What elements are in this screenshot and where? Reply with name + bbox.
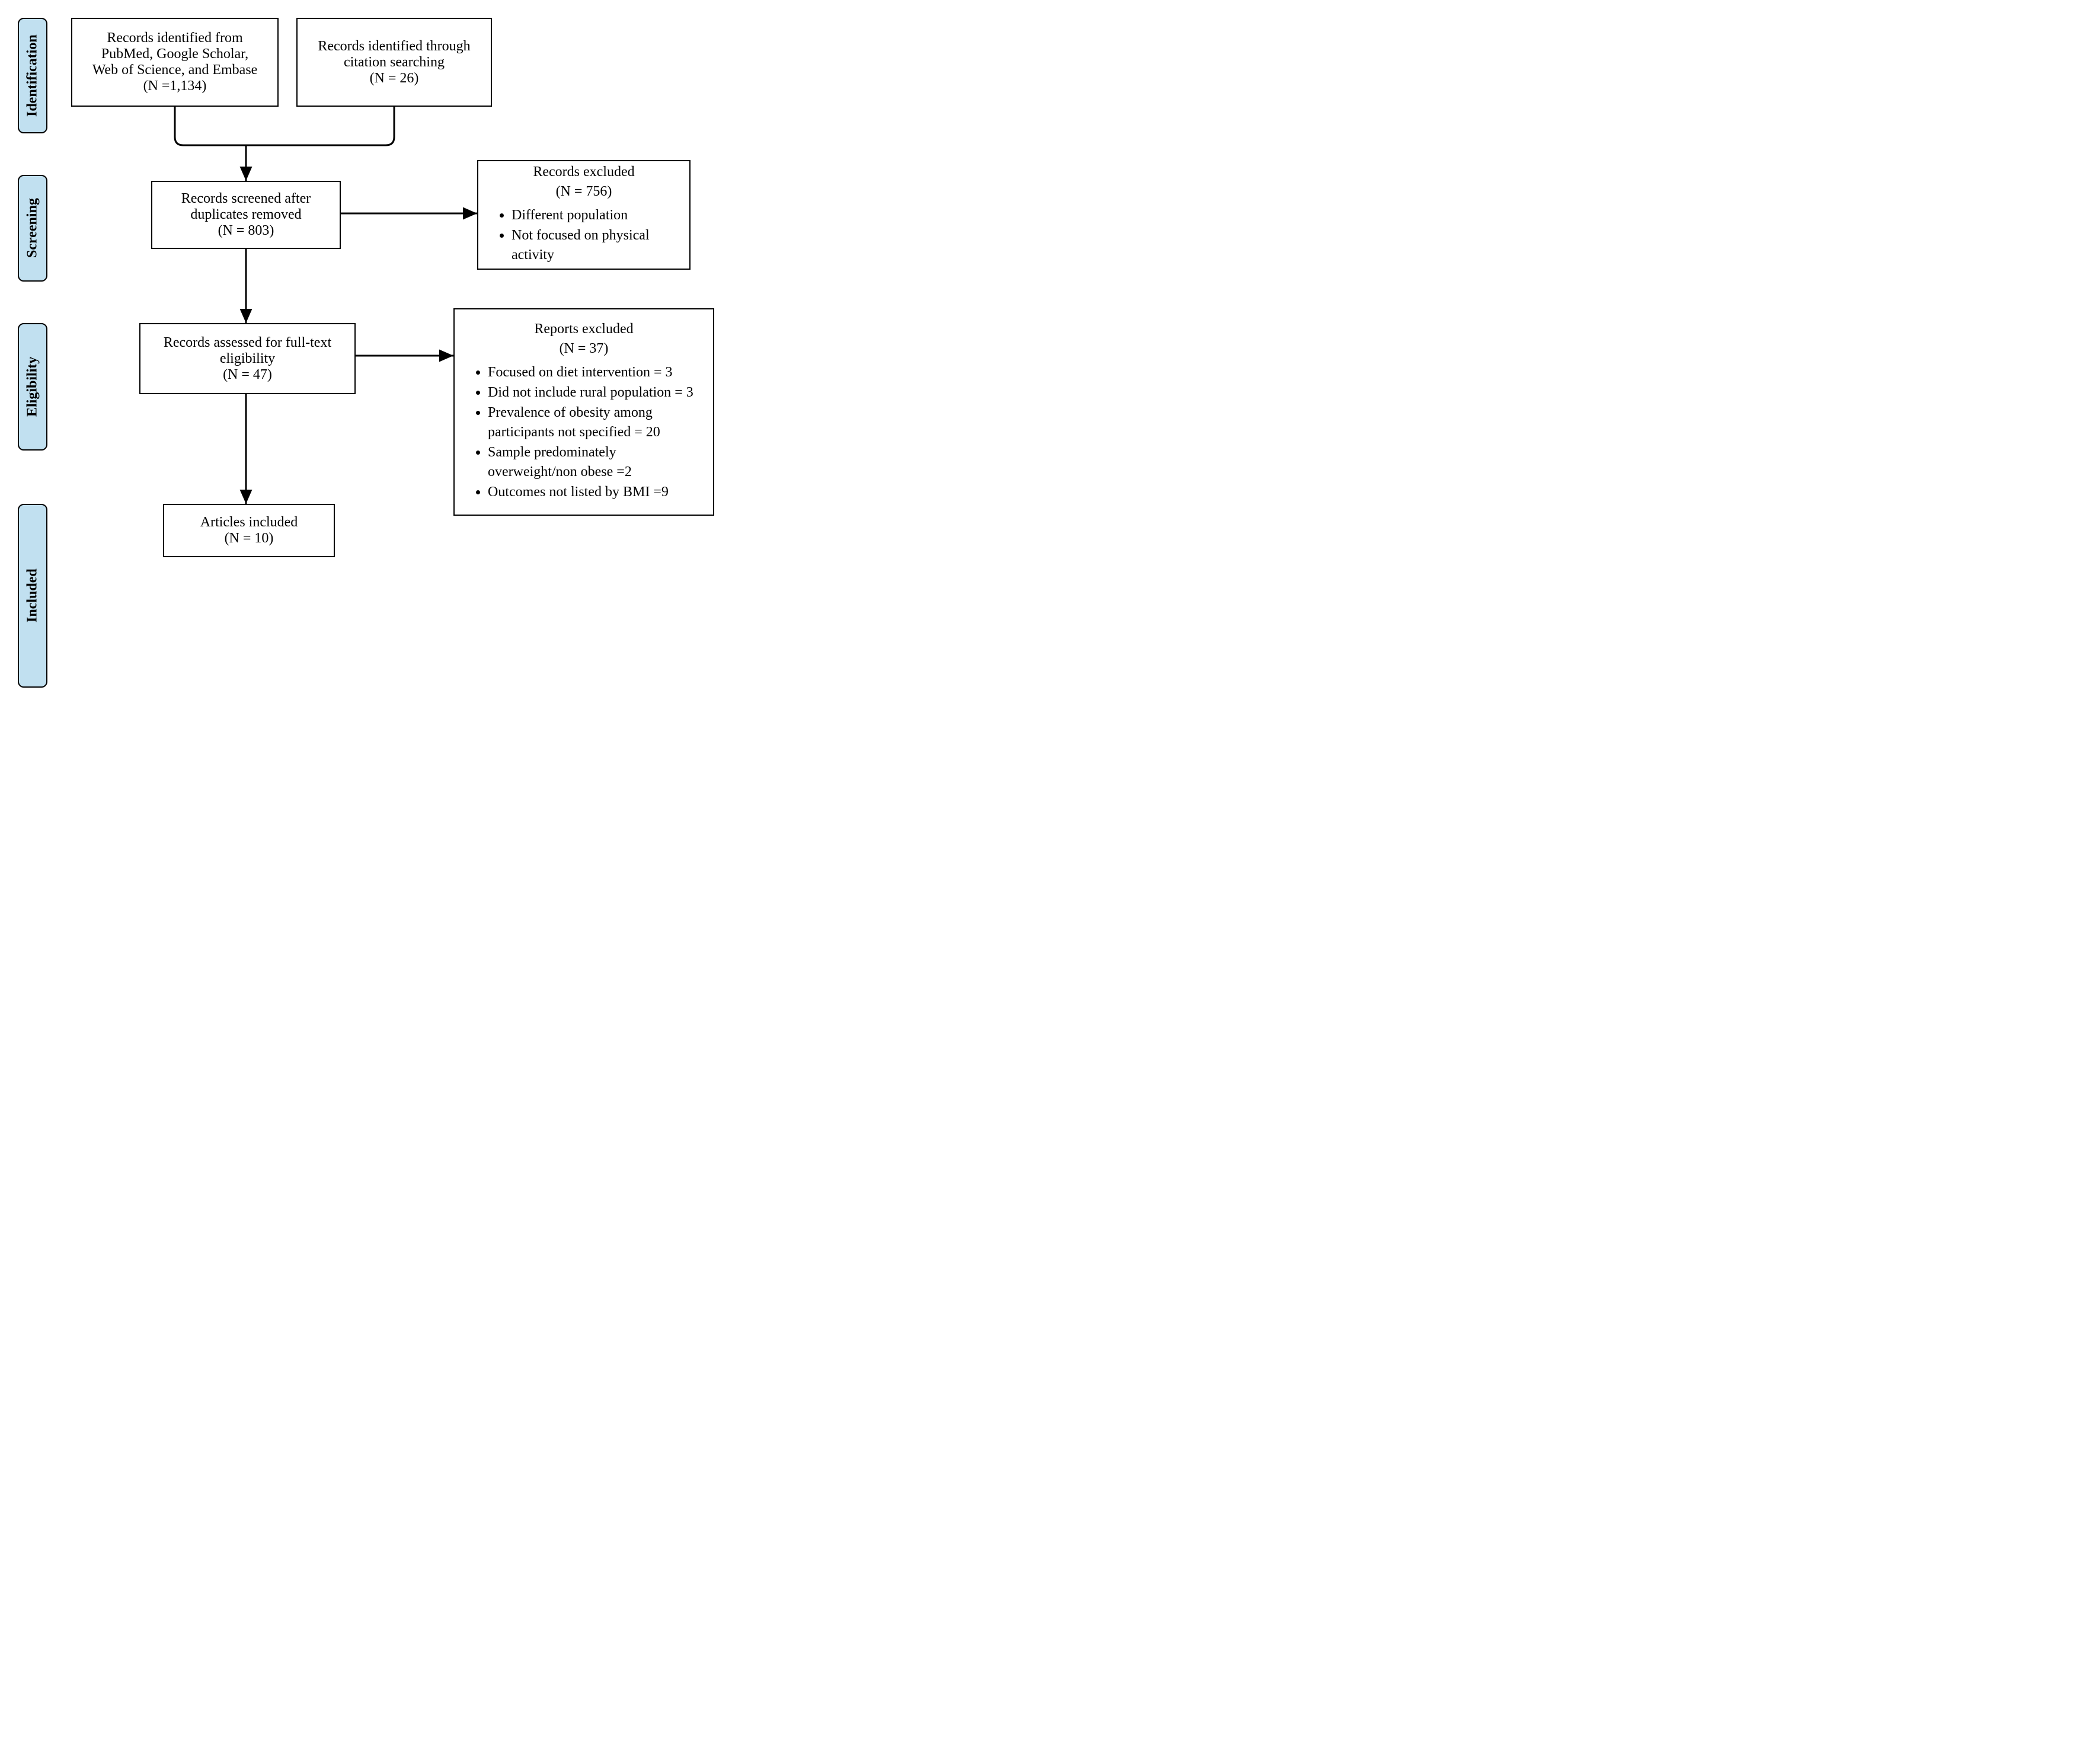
bullet-item: Prevalence of obesity among participants… — [488, 403, 702, 442]
merge-bracket-segment — [175, 107, 246, 145]
box-line: (N =1,134) — [83, 78, 267, 94]
box-citation: Records identified throughcitation searc… — [296, 18, 492, 107]
box-line: Records identified from — [83, 30, 267, 46]
box-db: Records identified fromPubMed, Google Sc… — [71, 18, 279, 107]
box-line: eligibility — [151, 351, 344, 367]
merge-bracket-segment — [246, 107, 394, 145]
box-title: Records excluded — [489, 164, 679, 180]
box-count: (N = 37) — [465, 341, 702, 357]
box-line: Records identified through — [308, 39, 480, 55]
bullet-item: Outcomes not listed by BMI =9 — [488, 483, 702, 501]
box-line: (N = 47) — [151, 367, 344, 383]
bullet-item: Different population — [512, 206, 679, 225]
box-line: Web of Science, and Embase — [83, 62, 267, 78]
bullet-item: Not focused on physical activity — [512, 226, 679, 264]
box-line: Articles included — [175, 515, 323, 531]
box-excluded_screen: Records excluded (N = 756) Different popul… — [477, 160, 691, 270]
bullet-item: Focused on diet intervention = 3 — [488, 363, 702, 382]
box-line: (N = 10) — [175, 531, 323, 547]
box-line: PubMed, Google Scholar, — [83, 46, 267, 62]
box-line: Records screened after — [163, 191, 329, 207]
prisma-flow-diagram: Identification Screening Eligibility Includ… — [12, 12, 889, 741]
bullet-item: Sample predominately overweight/non obes… — [488, 443, 702, 481]
box-line: (N = 803) — [163, 223, 329, 239]
bullet-item: Did not include rural population = 3 — [488, 383, 702, 402]
box-count: (N = 756) — [489, 184, 679, 200]
box-line: duplicates removed — [163, 207, 329, 223]
box-line: (N = 26) — [308, 71, 480, 87]
stage-label-screening: Screening — [18, 175, 47, 282]
box-title: Reports excluded — [465, 321, 702, 337]
box-screened: Records screened afterduplicates removed… — [151, 181, 341, 249]
stage-label-included: Included — [18, 504, 47, 688]
bullet-list: Different populationNot focused on physi… — [489, 206, 679, 266]
box-included_box: Articles included(N = 10) — [163, 504, 335, 557]
box-assessed: Records assessed for full-texteligibilit… — [139, 323, 356, 394]
box-excluded_reports: Reports excluded (N = 37) Focused on diet … — [453, 308, 714, 516]
stage-label-eligibility: Eligibility — [18, 323, 47, 451]
box-line: Records assessed for full-text — [151, 335, 344, 351]
bullet-list: Focused on diet intervention = 3Did not … — [465, 363, 702, 503]
stage-label-identification: Identification — [18, 18, 47, 133]
box-line: citation searching — [308, 55, 480, 71]
